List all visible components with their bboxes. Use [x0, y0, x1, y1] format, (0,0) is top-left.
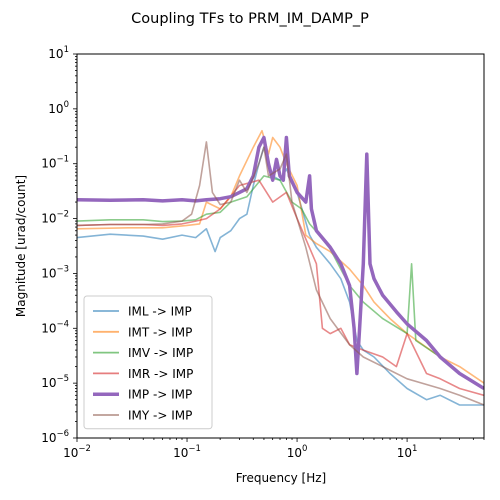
- x-tick-label: 10−2: [63, 444, 91, 460]
- y-tick-label: 10−6: [41, 429, 69, 445]
- x-tick-label: 10−1: [173, 444, 201, 460]
- series-line-4: [77, 135, 484, 390]
- y-tick-label: 10−4: [41, 319, 69, 335]
- axes-frame: [76, 53, 485, 439]
- legend-label: IMR -> IMP: [128, 367, 193, 381]
- y-axis-label: Magnitude [urad/count]: [14, 175, 28, 317]
- series-line-2: [77, 175, 484, 390]
- y-axis: 10−6 10−5 10−4 10−3 10−2 10−1 100 101: [41, 45, 77, 445]
- y-tick-label: 10−1: [41, 155, 69, 171]
- legend-label: IMV -> IMP: [128, 346, 193, 360]
- y-tick-label: 101: [48, 45, 69, 61]
- x-axis: 10−2 10−1 100 101: [63, 438, 485, 460]
- legend: IML -> IMP IMT -> IMP IMV -> IMP IMR -> IMP…: [83, 295, 213, 430]
- series-line-3: [77, 179, 484, 397]
- legend-label: IMT -> IMP: [128, 325, 192, 339]
- x-axis-label: Frequency [Hz]: [236, 471, 327, 485]
- legend-label: IML -> IMP: [128, 305, 192, 319]
- x-tick-label: 100: [287, 444, 308, 460]
- series-line-5: [77, 141, 484, 406]
- legend-label: IMP -> IMP: [128, 388, 192, 402]
- y-tick-label: 10−2: [41, 210, 69, 226]
- y-tick-label: 10−3: [41, 264, 69, 280]
- x-tick-label: 101: [397, 444, 418, 460]
- y-tick-label: 100: [48, 100, 69, 116]
- legend-label: IMY -> IMP: [128, 409, 192, 423]
- series-layer: [77, 129, 484, 406]
- y-tick-label: 10−5: [41, 374, 69, 390]
- chart-title: Coupling TFs to PRM_IM_DAMP_P: [131, 11, 369, 27]
